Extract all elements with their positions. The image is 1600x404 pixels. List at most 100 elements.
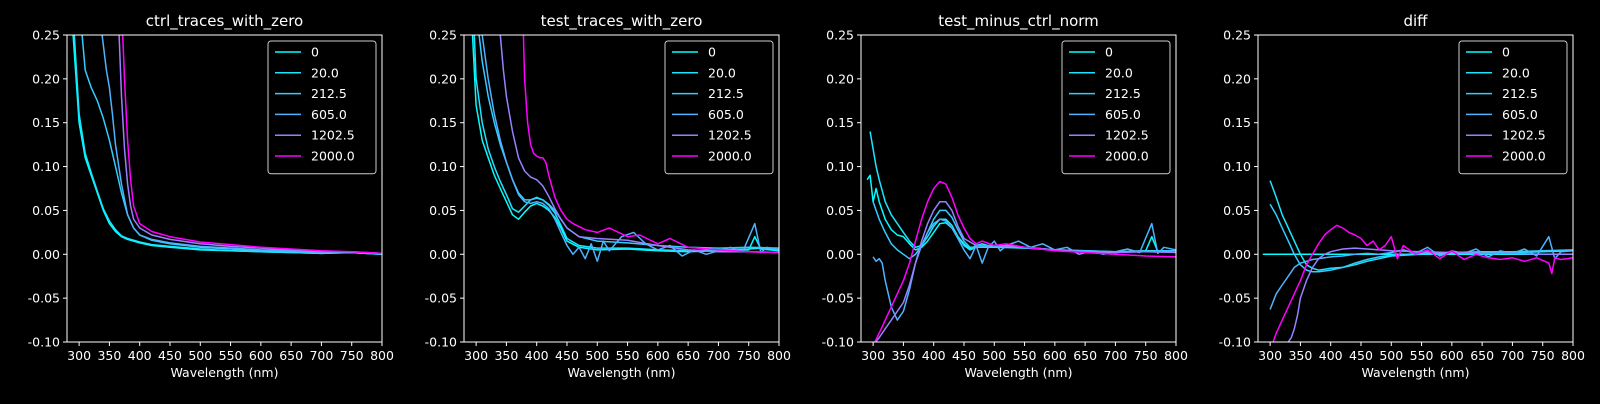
x-tick-label: 800	[370, 348, 394, 363]
series-line-1	[73, 35, 382, 256]
x-tick-label: 450	[952, 348, 976, 363]
legend-label: 20.0	[1105, 65, 1133, 80]
x-tick-label: 350	[891, 348, 915, 363]
legend-label: 605.0	[1502, 107, 1538, 122]
x-tick-label: 650	[279, 348, 303, 363]
legend-label: 605.0	[311, 107, 347, 122]
y-tick-label: 0.25	[32, 28, 60, 43]
x-tick-label: 450	[555, 348, 579, 363]
x-tick-label: 500	[1379, 348, 1403, 363]
x-tick-label: 450	[1349, 348, 1373, 363]
y-tick-label: 0.15	[1223, 115, 1251, 130]
series-line-3	[101, 35, 382, 256]
axes-frame	[860, 34, 1177, 343]
legend-label: 1202.5	[1105, 128, 1149, 143]
series-line-5	[1272, 224, 1573, 342]
legend: 0 20.0 212.5 605.0 1202.5 2000.0	[267, 40, 377, 175]
y-tick-label: -0.05	[28, 291, 60, 306]
legend-label: 212.5	[311, 86, 347, 101]
axes-frame	[1257, 34, 1574, 343]
y-tick-label: 0.05	[1223, 203, 1251, 218]
x-tick-label: 550	[616, 348, 640, 363]
series-line-4	[499, 35, 779, 254]
x-tick-label: 750	[340, 348, 364, 363]
legend-label: 605.0	[708, 107, 744, 122]
series-line-5	[121, 35, 382, 255]
y-tick-label: 0.05	[429, 203, 457, 218]
x-axis-label: Wavelength (nm)	[1362, 365, 1470, 380]
x-tick-label: 500	[585, 348, 609, 363]
x-tick-label: 550	[219, 348, 243, 363]
chart-panel-3: 300 350 400 450 500 550 600 650 700 750 800 -0.10 -0…	[1219, 12, 1585, 380]
y-tick-label: 0.10	[1223, 159, 1251, 174]
legend-box	[664, 40, 774, 175]
y-tick-label: 0.15	[826, 115, 854, 130]
x-tick-label: 350	[1288, 348, 1312, 363]
y-tick-label: 0.20	[826, 71, 854, 86]
x-axis-label: Wavelength (nm)	[171, 365, 279, 380]
x-tick-label: 800	[767, 348, 791, 363]
x-tick-label: 700	[1500, 348, 1524, 363]
y-tick-label: 0.25	[429, 28, 457, 43]
x-tick-label: 500	[982, 348, 1006, 363]
y-tick-label: 0.05	[32, 203, 60, 218]
series-group	[1262, 180, 1573, 342]
series-line-4	[874, 200, 1176, 342]
y-tick-label: -0.10	[1219, 335, 1251, 350]
series-line-4	[1287, 247, 1573, 342]
x-tick-label: 500	[188, 348, 212, 363]
chart-panel-2: 300 350 400 450 500 550 600 650 700 750 800 -0.10 -0…	[822, 12, 1188, 380]
chart-title: test_traces_with_zero	[541, 12, 703, 31]
x-tick-label: 650	[1073, 348, 1097, 363]
x-tick-label: 750	[1531, 348, 1555, 363]
legend-label: 0	[311, 45, 319, 60]
series-line-3	[481, 35, 779, 263]
chart-title: diff	[1403, 12, 1428, 30]
legend: 0 20.0 212.5 605.0 1202.5 2000.0	[664, 40, 774, 175]
chart-panel-1: 300 350 400 450 500 550 600 650 700 750 800 -0.10 -0…	[425, 12, 791, 380]
x-tick-label: 300	[1258, 348, 1282, 363]
legend-label: 0	[1502, 45, 1510, 60]
legend-label: 212.5	[1502, 86, 1538, 101]
series-line-5	[874, 180, 1176, 342]
y-tick-label: -0.10	[822, 335, 854, 350]
legend-label: 20.0	[708, 65, 736, 80]
legend-label: 20.0	[311, 65, 339, 80]
y-tick-label: 0.25	[1223, 28, 1251, 43]
y-tick-label: 0.10	[32, 159, 60, 174]
legend-box	[1061, 40, 1171, 175]
chart-title: test_minus_ctrl_norm	[938, 12, 1099, 31]
y-tick-label: 0.00	[32, 247, 60, 262]
x-tick-label: 550	[1013, 348, 1037, 363]
legend-label: 0	[708, 45, 716, 60]
legend-label: 212.5	[708, 86, 744, 101]
x-tick-label: 400	[525, 348, 549, 363]
y-tick-label: 0.00	[826, 247, 854, 262]
y-tick-label: 0.00	[1223, 247, 1251, 262]
series-group	[471, 35, 779, 263]
series-group	[866, 131, 1176, 342]
y-tick-label: -0.10	[425, 335, 457, 350]
x-tick-label: 800	[1164, 348, 1188, 363]
x-tick-label: 650	[676, 348, 700, 363]
legend-label: 1202.5	[311, 128, 355, 143]
x-tick-label: 400	[128, 348, 152, 363]
legend-label: 2000.0	[311, 149, 355, 164]
series-line-4	[118, 35, 382, 255]
x-tick-label: 600	[1440, 348, 1464, 363]
series-group	[72, 35, 382, 256]
legend-label: 212.5	[1105, 86, 1141, 101]
y-tick-label: 0.20	[429, 71, 457, 86]
x-axis-label: Wavelength (nm)	[568, 365, 676, 380]
legend: 0 20.0 212.5 605.0 1202.5 2000.0	[1458, 40, 1568, 175]
x-tick-label: 350	[97, 348, 121, 363]
y-tick-label: 0.20	[1223, 71, 1251, 86]
y-tick-label: -0.05	[425, 291, 457, 306]
legend-label: 0	[1105, 45, 1113, 60]
x-tick-label: 700	[309, 348, 333, 363]
y-tick-label: -0.05	[822, 291, 854, 306]
x-tick-label: 750	[737, 348, 761, 363]
x-tick-label: 300	[464, 348, 488, 363]
